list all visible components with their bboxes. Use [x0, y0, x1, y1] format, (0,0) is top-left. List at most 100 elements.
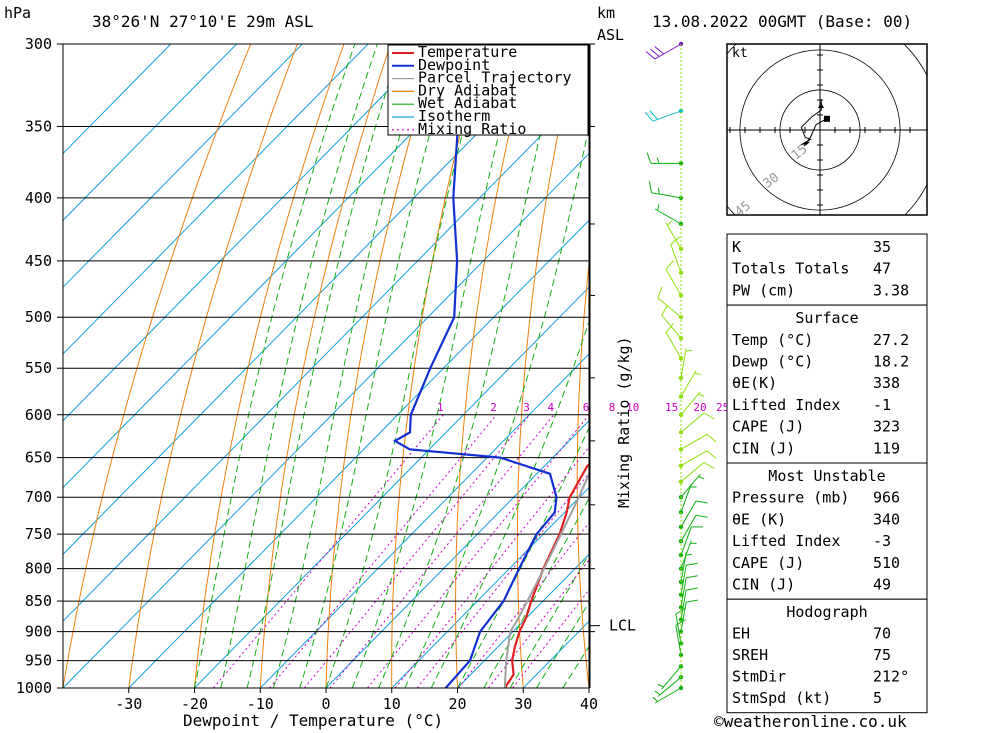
hodograph-trace: [800, 99, 827, 147]
wind-barb: [648, 181, 684, 201]
wind-barb: [678, 483, 697, 515]
legend-item: Temperature: [392, 43, 517, 61]
pressure-tick-label: 1000: [16, 679, 52, 697]
temperature-tick-label: -20: [181, 695, 208, 713]
surface-table: Surface Temp (°C) 27.2 Dewp (°C) 18.2 θE(K) 33…: [726, 304, 928, 464]
x-axis-title: Dewpoint / Temperature (°C): [183, 711, 443, 730]
temperature-tick-label: -10: [247, 695, 274, 713]
table-row-value: 75: [873, 646, 891, 664]
isotherm-line: [391, 486, 589, 688]
mixing-ratio-label: 20: [693, 401, 706, 414]
wind-barb: [652, 685, 684, 704]
isotherm-line: [63, 44, 369, 355]
isotherm-line: [259, 353, 589, 688]
wet-adiabat-line: [325, 44, 487, 688]
legend-label: Dry Adiabat: [418, 81, 517, 99]
hpa-axis-label: hPa: [4, 4, 31, 22]
table-row-value: 119: [873, 439, 900, 457]
pressure-tick-label: 850: [25, 592, 52, 610]
hodograph-unit-label: kt: [732, 46, 748, 61]
hodograph-table: Hodograph EH 70 SREH 75 StmDir 212° StmSpd (kt)…: [726, 598, 928, 714]
table-row-label: θE(K): [732, 374, 777, 392]
legend-label: Mixing Ratio: [418, 120, 526, 138]
wet-adiabat-line: [404, 125, 589, 688]
legend-item: Isotherm: [392, 107, 490, 125]
most-unstable-table: Most Unstable Pressure (mb) 966 θE (K) 340 Li…: [726, 462, 928, 600]
mixing-ratio-line: [329, 414, 555, 688]
temperature-profile-line: [503, 463, 589, 688]
table-row-value: 338: [873, 374, 900, 392]
pressure-tick-label: 400: [25, 189, 52, 207]
legend-frame: [387, 44, 589, 136]
table-title: Surface: [795, 309, 858, 327]
table-row-value: 323: [873, 418, 900, 436]
mixing-ratio-label: 8: [609, 401, 616, 414]
wind-barb: [678, 587, 698, 622]
dry-adiabat-line: [949, 44, 1000, 688]
table-row-label: CIN (J): [732, 576, 795, 594]
dry-adiabat-line: [997, 44, 1000, 688]
mixing-ratio-label: 2: [490, 401, 497, 414]
temperature-tick-label: 0: [321, 695, 330, 713]
hodograph-ring: [779, 89, 861, 171]
wind-barb: [646, 152, 684, 166]
isotherm-line: [63, 152, 589, 688]
table-row-label: SREH: [732, 646, 768, 664]
legend-label: Wet Adiabat: [418, 94, 517, 112]
pressure-tick-label: 600: [25, 406, 52, 424]
table-row-label: PW (cm): [732, 281, 795, 299]
wind-barb: [678, 562, 698, 597]
wind-barb: [657, 663, 684, 690]
lcl-label: LCL: [609, 617, 636, 635]
table-row-value: 340: [873, 510, 900, 528]
wind-barb: [665, 260, 684, 298]
legend-label: Parcel Trajectory: [418, 69, 572, 87]
wind-barb: [665, 323, 684, 361]
wet-adiabat-line: [509, 553, 589, 688]
indices-table: K 35 Totals Totals 47 PW (cm) 3.38: [726, 233, 928, 306]
table-row-label: Lifted Index: [732, 532, 840, 550]
table-row-label: Totals Totals: [732, 260, 849, 278]
pressure-tick-label: 650: [25, 449, 52, 467]
isotherm-line: [63, 44, 237, 222]
wind-barb: [670, 236, 684, 275]
legend-label: Isotherm: [418, 107, 490, 125]
wind-barb: [678, 575, 698, 610]
storm-motion-marker: [823, 115, 830, 122]
mixing-ratio-line: [269, 414, 497, 688]
pressure-tick-label: 350: [25, 117, 52, 135]
wind-barb: [678, 433, 717, 452]
wind-barb: [661, 304, 684, 341]
table-row-label: CAPE (J): [732, 554, 804, 572]
legend-item: Dry Adiabat: [392, 81, 517, 99]
mixing-ratio-label: 10: [626, 401, 639, 414]
dewpoint-profile-line: [392, 106, 558, 688]
table-row-label: Pressure (mb): [732, 489, 849, 507]
table-title: Hodograph: [786, 603, 867, 621]
table-row-value: 70: [873, 625, 891, 643]
table-row-value: 510: [873, 554, 900, 572]
temperature-tick-label: 20: [448, 695, 466, 713]
pressure-tick-label: 800: [25, 560, 52, 578]
isotherm-line: [325, 420, 589, 688]
table-row-value: 5: [873, 689, 882, 707]
datetime-title: 13.08.2022 00GMT (Base: 00): [652, 12, 912, 31]
copyright-footer: ©weatheronline.co.uk: [714, 712, 907, 731]
table-row-value: -1: [873, 396, 891, 414]
isotherm-line: [63, 86, 589, 622]
hodograph-arrow-marker: [818, 102, 824, 108]
mixing-ratio-label: 1: [437, 401, 444, 414]
table-row-label: Temp (°C): [732, 331, 813, 349]
wind-barb: [678, 450, 717, 468]
pressure-tick-label: 900: [25, 623, 52, 641]
skewt-plot: 1 2 3 4 6 8 10 15 20 25 3003504004505005506006507…: [16, 35, 1000, 713]
wet-adiabat-line: [535, 601, 589, 688]
table-row-label: StmSpd (kt): [732, 689, 831, 707]
pressure-tick-label: 750: [25, 525, 52, 543]
table-row-value: 49: [873, 576, 891, 594]
location-title: 38°26'N 27°10'E 29m ASL: [92, 12, 314, 31]
table-row-value: 966: [873, 489, 900, 507]
legend-item: Parcel Trajectory: [392, 69, 572, 87]
pressure-tick-label: 950: [25, 652, 52, 670]
